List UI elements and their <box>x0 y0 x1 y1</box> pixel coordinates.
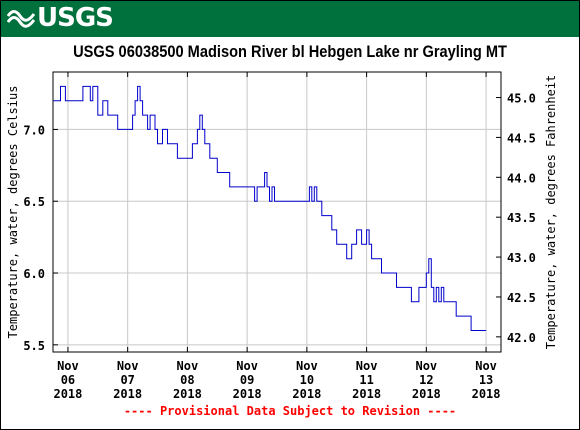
x-tick-label-month: Nov <box>177 359 199 373</box>
y-right-tick-label: 42.5 <box>507 291 536 305</box>
x-tick-label-year: 2018 <box>113 387 142 401</box>
y-right-tick-label: 43.5 <box>507 211 536 225</box>
usgs-logo-text: USGS <box>37 3 114 33</box>
y-right-tick-label: 44.5 <box>507 131 536 145</box>
y-left-tick-label: 5.5 <box>23 339 45 353</box>
y-right-tick-label: 44.0 <box>507 171 536 185</box>
x-tick-label-year: 2018 <box>292 387 321 401</box>
x-tick-label-month: Nov <box>475 359 497 373</box>
x-tick-label-day: 06 <box>61 373 75 387</box>
x-tick-label-day: 08 <box>180 373 194 387</box>
x-tick-label-month: Nov <box>296 359 318 373</box>
plot-area-border <box>52 71 502 353</box>
y-axis-right-label: Temperature, water, degrees Fahrenheit <box>544 75 558 350</box>
usgs-banner: USGS <box>1 1 579 37</box>
y-left-tick-label: 7.0 <box>23 123 45 137</box>
tick-labels: Nov062018Nov072018Nov082018Nov092018Nov1… <box>23 92 536 401</box>
y-right-tick-label: 42.0 <box>507 331 536 345</box>
x-tick-label-month: Nov <box>57 359 79 373</box>
grid-lines <box>53 72 501 352</box>
x-tick-label-year: 2018 <box>412 387 441 401</box>
x-tick-label-day: 12 <box>419 373 433 387</box>
axis-ticks <box>53 72 501 352</box>
y-left-tick-label: 6.5 <box>23 195 45 209</box>
x-tick-label-day: 07 <box>120 373 134 387</box>
usgs-wave-logo-icon <box>7 10 35 28</box>
x-tick-label-year: 2018 <box>352 387 381 401</box>
x-tick-label-year: 2018 <box>472 387 501 401</box>
x-tick-label-year: 2018 <box>173 387 202 401</box>
x-tick-label-day: 13 <box>479 373 493 387</box>
x-tick-label-year: 2018 <box>53 387 82 401</box>
y-right-tick-label: 45.0 <box>507 92 536 106</box>
y-left-tick-label: 6.0 <box>23 267 45 281</box>
temperature-series-line <box>53 85 487 331</box>
x-tick-label-month: Nov <box>356 359 378 373</box>
x-tick-label-day: 09 <box>240 373 254 387</box>
x-tick-label-day: 10 <box>300 373 314 387</box>
x-tick-label-month: Nov <box>236 359 258 373</box>
provisional-data-note: ---- Provisional Data Subject to Revisio… <box>123 404 457 418</box>
chart-title: USGS 06038500 Madison River bl Hebgen La… <box>73 42 507 61</box>
x-tick-label-month: Nov <box>415 359 437 373</box>
x-tick-label-year: 2018 <box>233 387 262 401</box>
series-layer <box>53 85 487 331</box>
x-tick-label-day: 11 <box>359 373 373 387</box>
y-right-tick-label: 43.0 <box>507 251 536 265</box>
y-axis-left-label: Temperature, water, degrees Celsius <box>6 86 20 339</box>
x-tick-label-month: Nov <box>117 359 139 373</box>
